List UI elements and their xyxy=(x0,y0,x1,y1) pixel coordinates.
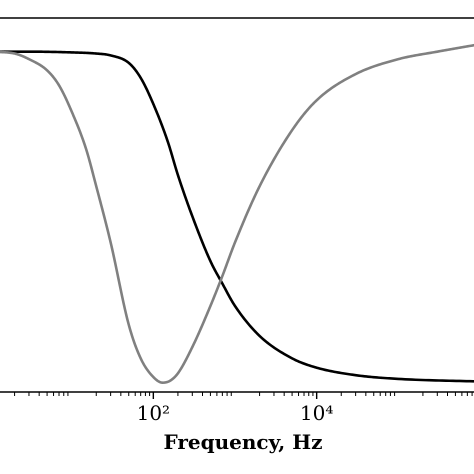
x-tick-label-2: 10² xyxy=(137,401,170,425)
plot-frame xyxy=(0,17,474,393)
tick-layer: 010²10⁴ xyxy=(14,392,473,425)
series-layer xyxy=(0,43,474,384)
x-tick-label-3: 10⁴ xyxy=(300,401,333,425)
x-axis-label: Frequency, Hz xyxy=(164,430,323,454)
series-line-1 xyxy=(0,50,474,383)
series-line-2 xyxy=(0,43,474,384)
